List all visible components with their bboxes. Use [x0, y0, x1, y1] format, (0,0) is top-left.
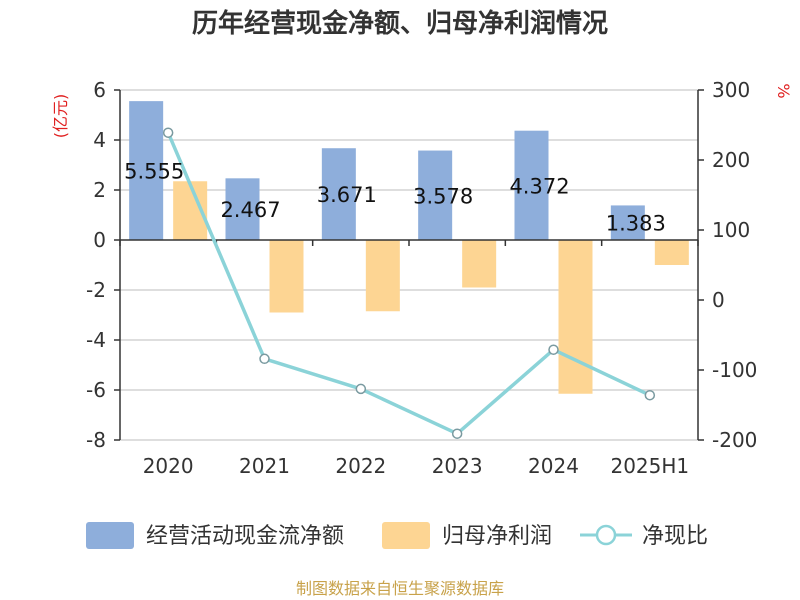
- ratio-point: [162, 127, 174, 138]
- legend-label-ocf: 经营活动现金流净额: [146, 524, 344, 549]
- ocf-bar: [225, 178, 260, 240]
- legend-swatch-ocf: [86, 522, 134, 549]
- legend-marker-ratio: [595, 524, 617, 546]
- ocf-data-label: 4.372: [509, 174, 569, 198]
- ocf-bar: [418, 150, 453, 240]
- left-tick-label: -6: [86, 378, 106, 402]
- legend-swatch-profit: [382, 522, 430, 549]
- ocf-data-label: 2.467: [220, 198, 280, 222]
- ratio-point: [548, 344, 559, 355]
- left-tick-label: -4: [86, 328, 106, 352]
- right-tick-label: 200: [712, 148, 750, 172]
- ratio-point: [451, 428, 463, 439]
- ocf-bar: [610, 205, 645, 240]
- right-axis-unit: %: [774, 83, 793, 98]
- profit-bar: [462, 240, 497, 288]
- right-axis-ticks: 300 200 100 0 -100 -200: [698, 78, 757, 452]
- left-tick-label: -8: [86, 428, 106, 452]
- right-tick-label: 100: [712, 218, 750, 242]
- ratio-line: [166, 132, 651, 436]
- x-tick-label: 2023: [432, 454, 483, 478]
- x-tick-label: 2024: [528, 454, 579, 478]
- ratio-line-series: [162, 127, 656, 439]
- profit-bar: [365, 240, 400, 312]
- legend: 经营活动现金流净额 归母净利润 净现比: [86, 522, 708, 549]
- profit-bar: [269, 240, 304, 313]
- ocf-data-label: 5.555: [124, 160, 184, 184]
- right-tick-label: -200: [712, 428, 757, 452]
- legend-label-profit: 归母净利润: [442, 524, 552, 549]
- legend-item-ocf[interactable]: 经营活动现金流净额: [86, 522, 344, 549]
- ocf-bar: [321, 148, 356, 240]
- profit-bar: [558, 240, 593, 394]
- ocf-bar: [129, 101, 164, 240]
- ocf-bar: [514, 130, 549, 240]
- x-axis-ticks: 2020 2021 2022 2023 2024 2025H1: [119, 240, 699, 478]
- profit-bar: [654, 240, 689, 265]
- ratio-point: [259, 353, 270, 365]
- chart-title: 历年经营现金净额、归母净利润情况: [192, 8, 608, 39]
- ocf-data-label: 1.383: [606, 212, 666, 236]
- grid: [120, 89, 698, 441]
- ratio-point: [355, 383, 367, 395]
- x-tick-label: 2021: [239, 454, 290, 478]
- left-tick-label: 4: [93, 128, 106, 152]
- left-axis-ticks: 6 4 2 0 -2 -4 -6 -8: [86, 78, 120, 452]
- right-tick-label: -100: [712, 358, 757, 382]
- bars: [129, 101, 689, 394]
- x-tick-label: 2025H1: [610, 454, 689, 478]
- legend-label-ratio: 净现比: [642, 524, 708, 549]
- right-tick-label: 0: [712, 288, 725, 312]
- bar-data-labels: 5.555 2.467 3.671 3.578 4.372 1.383: [124, 160, 666, 236]
- source-note: 制图数据来自恒生聚源数据库: [296, 579, 504, 598]
- left-tick-label: -2: [86, 278, 106, 302]
- ocf-data-label: 3.671: [317, 183, 377, 207]
- x-tick-label: 2020: [143, 454, 194, 478]
- x-tick-label: 2022: [335, 454, 386, 478]
- right-tick-label: 300: [712, 78, 750, 102]
- left-tick-label: 6: [93, 78, 106, 102]
- left-axis-unit: (亿元): [51, 94, 70, 139]
- legend-item-profit[interactable]: 归母净利润: [382, 522, 552, 549]
- ocf-data-label: 3.578: [413, 184, 473, 208]
- left-tick-label: 0: [93, 228, 106, 252]
- ratio-point: [644, 389, 656, 401]
- legend-item-ratio[interactable]: 净现比: [580, 524, 708, 549]
- left-tick-label: 2: [93, 178, 106, 202]
